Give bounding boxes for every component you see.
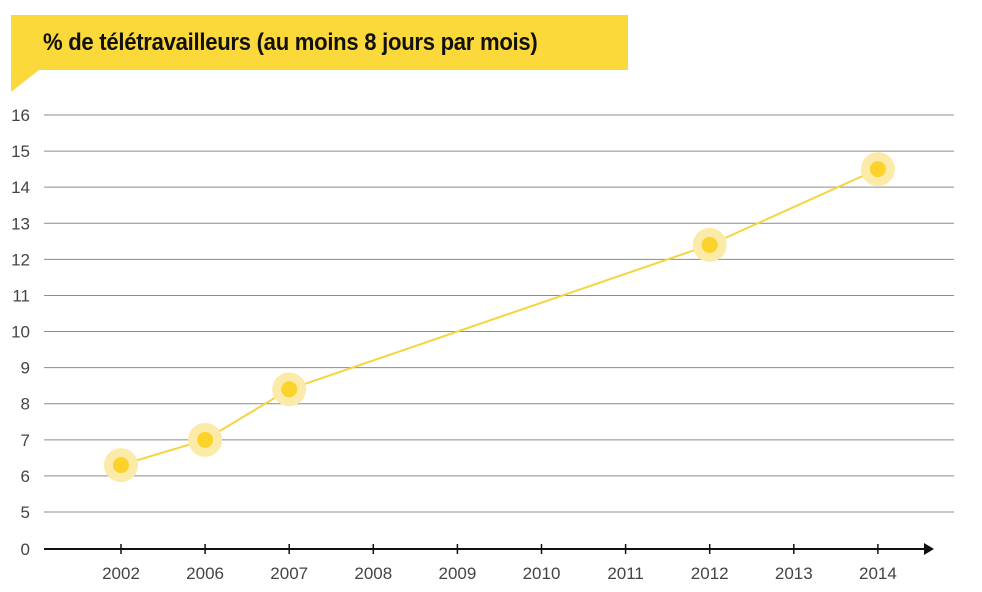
y-tick-label: 9 <box>21 359 30 378</box>
y-tick-label: 12 <box>11 250 30 269</box>
x-tick-label: 2011 <box>607 564 644 583</box>
x-axis-arrow <box>924 543 934 555</box>
x-tick-label: 2002 <box>102 564 140 583</box>
y-tick-label: 7 <box>21 431 30 450</box>
x-tick-label: 2013 <box>775 564 813 583</box>
data-point <box>869 161 886 178</box>
x-tick-label: 2012 <box>691 564 729 583</box>
y-tick-label: 6 <box>21 467 30 486</box>
data-point <box>113 457 129 474</box>
chart-title: % de télétravailleurs (au moins 8 jours … <box>43 28 538 56</box>
data-point <box>197 431 214 448</box>
x-tick-label: 2014 <box>859 564 897 583</box>
y-tick-label: 5 <box>21 503 30 522</box>
x-tick-label: 2006 <box>186 564 224 583</box>
y-tick-label: 10 <box>11 323 30 342</box>
series-line <box>120 168 879 467</box>
data-point <box>281 381 298 398</box>
data-point <box>701 236 718 253</box>
y-tick-label: 16 <box>11 106 30 125</box>
chart-title-banner: % de télétravailleurs (au moins 8 jours … <box>11 15 628 70</box>
y-tick-label: 8 <box>21 395 30 414</box>
x-tick-label: 2009 <box>438 564 476 583</box>
x-tick-label: 2007 <box>270 564 308 583</box>
y-tick-label: 14 <box>11 178 30 197</box>
x-tick-label: 2008 <box>354 564 392 583</box>
y-tick-label: 15 <box>11 142 30 161</box>
y-tick-label: 13 <box>11 214 30 233</box>
y-tick-label: 11 <box>12 286 30 305</box>
x-tick-label: 2010 <box>523 564 561 583</box>
title-banner-tail <box>11 70 39 92</box>
y-tick-label: 0 <box>21 540 30 559</box>
